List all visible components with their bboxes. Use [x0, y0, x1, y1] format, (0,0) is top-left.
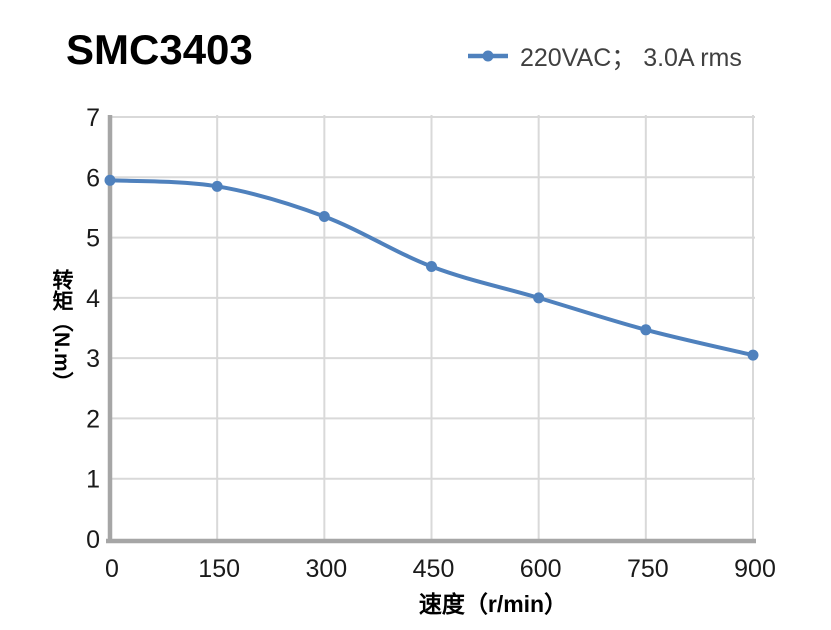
- page-title: SMC3403: [66, 26, 253, 73]
- y-tick-label: 6: [86, 164, 100, 192]
- y-tick-label: 1: [86, 466, 100, 494]
- legend-marker-icon: [468, 50, 508, 62]
- x-tick-label: 750: [627, 555, 669, 583]
- y-tick-label: 5: [86, 225, 100, 253]
- data-point: [533, 292, 545, 304]
- x-tick-label: 450: [413, 555, 455, 583]
- y-axis-title: 转矩（N.m）: [50, 269, 73, 393]
- y-tick-label: 3: [86, 345, 100, 373]
- data-point: [104, 174, 116, 186]
- data-point: [747, 349, 759, 361]
- y-tick-label: 0: [86, 526, 100, 554]
- x-axis-title: 速度（r/min）: [418, 591, 568, 617]
- data-point: [640, 324, 652, 336]
- data-point: [426, 261, 437, 273]
- legend-point: [482, 50, 494, 62]
- data-point: [318, 210, 330, 222]
- y-tick-label: 4: [86, 285, 100, 313]
- legend-label: 220VAC； 3.0A rms: [520, 44, 742, 72]
- data-point: [211, 180, 223, 192]
- x-tick-label: 600: [520, 555, 562, 583]
- y-tick-label: 7: [86, 104, 100, 132]
- x-tick-label: 900: [734, 555, 776, 583]
- x-tick-label: 300: [305, 555, 347, 583]
- x-tick-label: 150: [198, 555, 240, 583]
- x-tick-label: 0: [105, 555, 119, 583]
- legend: 220VAC； 3.0A rms: [466, 41, 742, 72]
- y-tick-label: 2: [86, 405, 100, 433]
